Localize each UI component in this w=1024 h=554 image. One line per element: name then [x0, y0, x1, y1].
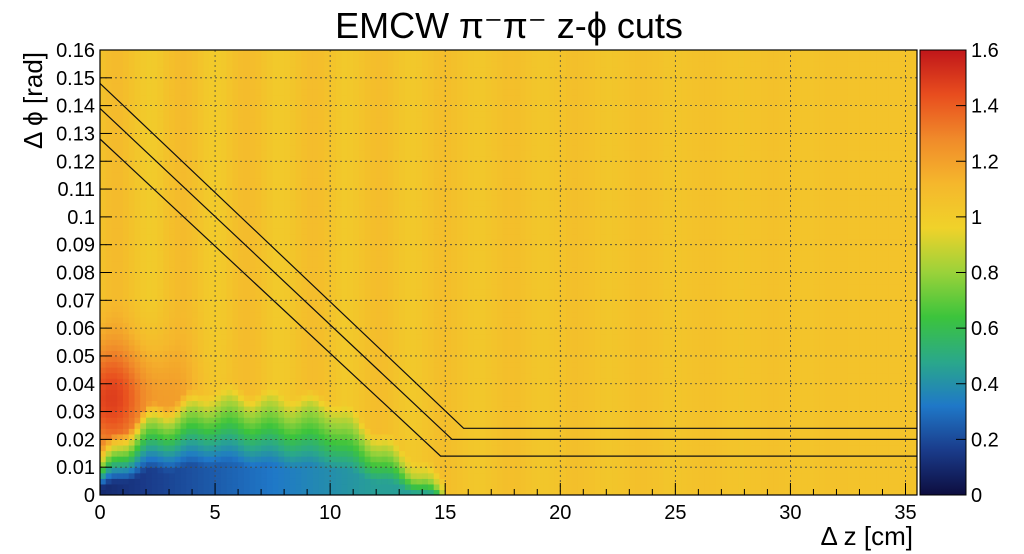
y-tick-label: 0.15 [56, 68, 95, 90]
y-tick-label: 0.04 [56, 374, 95, 396]
cut-lines [100, 82, 917, 457]
x-axis: 0 5 10 15 20 25 30 35 [94, 483, 917, 524]
x-tick-label: 30 [779, 502, 801, 524]
colorbar-tick-label: 0.2 [971, 429, 999, 451]
grid [100, 50, 917, 495]
y-tick-label: 0.11 [58, 179, 95, 201]
y-tick-label: 0.01 [56, 457, 95, 479]
y-tick-label: 0.03 [56, 402, 95, 424]
x-tick-label: 25 [664, 502, 686, 524]
colorbar-tick-label: 1.4 [971, 96, 999, 118]
y-tick-label: 0.07 [56, 290, 95, 312]
x-tick-label: 35 [894, 502, 916, 524]
y-tick-label: 0.05 [56, 346, 95, 368]
cut-line-2 [100, 107, 917, 440]
x-tick-label: 5 [210, 502, 221, 524]
colorbar-tick-label: 0.8 [971, 263, 999, 285]
y-tick-label: 0.14 [56, 96, 95, 118]
x-tick-label: 20 [549, 502, 571, 524]
heatmap-area [100, 50, 917, 495]
x-axis-title: Δ z [cm] [821, 521, 914, 551]
colorbar: 0 0.2 0.4 0.6 0.8 1 1.2 1.4 1.6 [919, 40, 999, 507]
y-tick-label: 0.08 [56, 263, 95, 285]
y-tick-label: 0.09 [56, 235, 95, 257]
y-axis: 0 0.01 0.02 0.03 0.04 0.05 0.06 0.07 0.08 0.09 0.1… [56, 40, 112, 507]
y-tick-label: 0.1 [67, 207, 95, 229]
y-tick-label: 0 [84, 485, 95, 507]
y-axis-title: Δ ϕ [rad] [18, 52, 48, 149]
cut-line-1 [100, 82, 917, 429]
x-tick-label: 15 [434, 502, 456, 524]
x-tick-label: 10 [319, 502, 341, 524]
colorbar-tick-label: 1.2 [971, 151, 999, 173]
cut-line-3 [100, 138, 917, 457]
x-tick-label: 0 [94, 502, 105, 524]
y-tick-label: 0.13 [56, 123, 95, 145]
colorbar-tick-label: 1.6 [971, 40, 999, 62]
y-tick-label: 0.06 [56, 318, 95, 340]
y-tick-label: 0.02 [56, 429, 95, 451]
y-tick-label: 0.12 [56, 151, 95, 173]
colorbar-tick-label: 1 [971, 207, 982, 229]
colorbar-tick-label: 0.4 [971, 374, 999, 396]
chart-title: EMCW π⁻π⁻ z-ϕ cuts [335, 5, 683, 46]
y-tick-label: 0.16 [56, 40, 95, 62]
colorbar-tick-label: 0 [971, 485, 982, 507]
colorbar-tick-label: 0.6 [971, 318, 999, 340]
